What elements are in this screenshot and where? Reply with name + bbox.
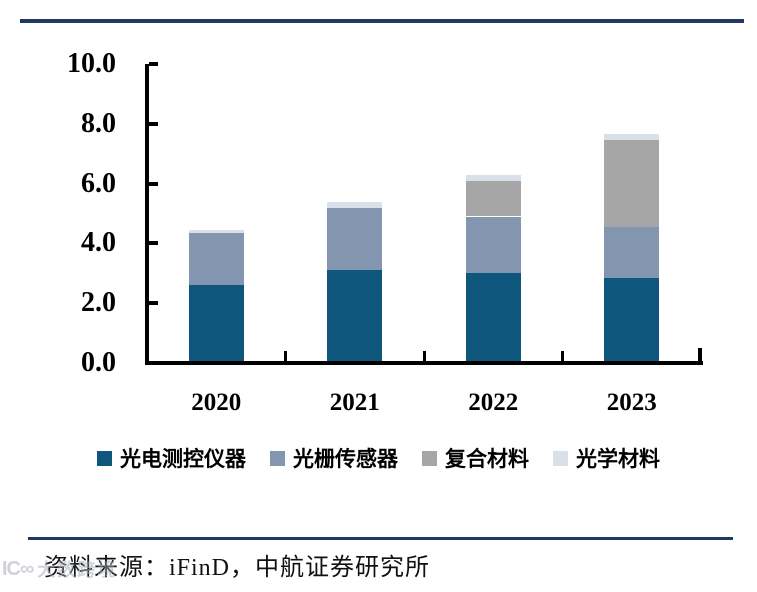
y-axis-tick-label: 6.0 [81, 167, 116, 199]
legend-label: 光学材料 [576, 447, 660, 471]
bar-segment [327, 207, 383, 271]
y-axis-tick-label: 0.0 [81, 347, 116, 378]
bar-segment [327, 201, 383, 208]
bar-segment [604, 134, 660, 141]
source-note: 资料来源：iFinD，中航证券研究所 [44, 555, 431, 581]
bar-segment [465, 273, 521, 363]
top-rule [20, 19, 744, 23]
bar-segment [465, 180, 521, 217]
x-axis-end-tick [698, 348, 702, 361]
y-axis-tick [149, 181, 158, 186]
y-axis-tick-label: 8.0 [81, 107, 116, 139]
bar-segment [604, 140, 660, 227]
bar-segment [327, 270, 383, 363]
bar-segment [188, 232, 244, 286]
legend: 光电测控仪器 光栅传感器 复合材料 光学材料 [0, 443, 757, 473]
legend-swatch [553, 450, 568, 466]
y-axis-tick [149, 301, 158, 306]
bar-segment [188, 285, 244, 363]
bar-segment [604, 277, 660, 363]
legend-item: 复合材料 [422, 443, 529, 473]
bar-segment [188, 229, 244, 233]
bar-segment [465, 174, 521, 181]
x-axis-line [145, 361, 703, 365]
x-axis-tick [561, 351, 564, 361]
y-axis-line [145, 64, 149, 365]
legend-label: 光栅传感器 [293, 447, 398, 471]
x-axis-tick [284, 351, 287, 361]
x-axis-category-label: 2022 [468, 389, 519, 416]
legend-item: 光栅传感器 [270, 443, 398, 473]
legend-label: 光电测控仪器 [120, 447, 246, 471]
watermark-logo-icon: IC∞ [2, 557, 34, 580]
x-axis-tick [422, 351, 426, 361]
legend-swatch [422, 450, 437, 466]
y-axis-tick-label: 10.0 [67, 48, 116, 79]
legend-item: 光电测控仪器 [97, 443, 246, 473]
legend-swatch [97, 450, 112, 466]
x-axis-category-label: 2021 [329, 389, 380, 416]
x-axis-category-label: 2023 [606, 389, 657, 416]
bar-segment [604, 227, 660, 278]
y-axis-tick [149, 62, 158, 66]
bar-segment [465, 216, 521, 274]
y-axis-tick-label: 4.0 [81, 227, 116, 259]
legend-swatch [270, 450, 285, 466]
y-axis-tick [149, 121, 158, 126]
legend-item: 光学材料 [553, 443, 660, 473]
x-axis-category-label: 2020 [191, 389, 242, 416]
legend-label: 复合材料 [445, 447, 529, 471]
y-axis-tick-label: 2.0 [81, 287, 116, 319]
y-axis-tick [149, 241, 158, 246]
bottom-rule [28, 537, 733, 540]
